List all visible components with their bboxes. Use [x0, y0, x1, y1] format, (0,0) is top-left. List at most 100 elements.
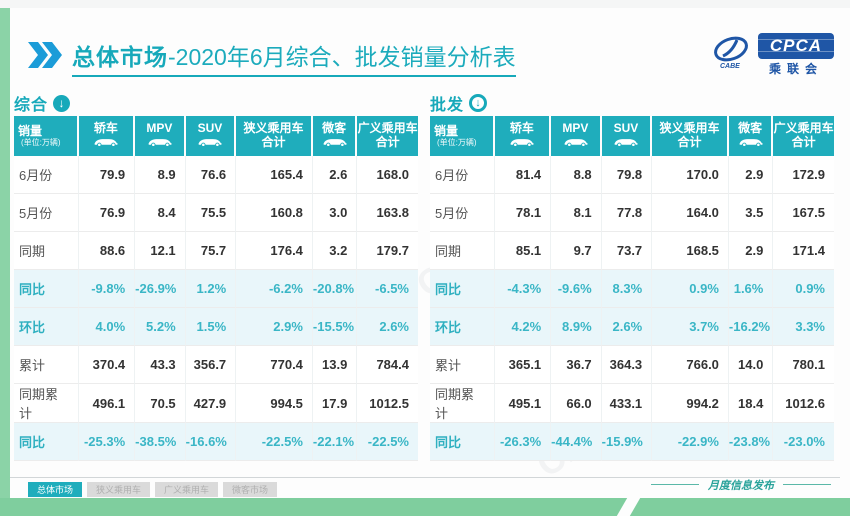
sales-table: 销量 (单位:万辆) 轿车 MPV SUV 狭义乘用车 合计 微客 广义乘用车 合计 6月份 79.9… — [14, 116, 418, 461]
note-rule-left — [651, 484, 699, 485]
column-header: SUV — [185, 116, 237, 156]
download-arrow-icon[interactable]: ↓ — [53, 94, 71, 112]
cell-value: 496.1 — [78, 384, 136, 423]
cell-value: -20.8% — [312, 270, 358, 308]
header: 总体市场-2020年6月综合、批发销量分析表 CABE CPCA 乘联会 — [28, 30, 834, 88]
cell-value: 780.1 — [773, 346, 834, 384]
cell-value: 85.1 — [494, 232, 552, 270]
table-row: 环比 4.2% 8.9% 2.6% 3.7% -16.2% 3.3% — [430, 308, 834, 346]
cell-value: 2.9 — [728, 156, 774, 194]
row-label: 同期累计 — [430, 384, 495, 423]
note-text: 月度信息发布 — [708, 479, 774, 492]
sedan-icon — [79, 137, 134, 150]
footer: 总体市场 狭义乘用车 广义乘用车 微客市场 月度信息发布 — [10, 477, 840, 497]
cell-value: 179.7 — [357, 232, 418, 270]
cell-value: 0.9% — [773, 270, 834, 308]
cell-value: -26.9% — [135, 270, 186, 308]
cell-value: 8.9% — [551, 308, 602, 346]
cell-value: 17.9 — [312, 384, 358, 423]
double-chevron-icon — [28, 42, 64, 73]
cell-value: -25.3% — [78, 423, 136, 461]
wholesale-section-label: 批发 — [430, 97, 465, 114]
wholesale-table: 销量 (单位:万辆) 轿车 MPV SUV 狭义乘用车 合计 微客 广义乘用车 合计 6月份 81.4… — [430, 116, 834, 461]
cell-value: 168.5 — [652, 232, 729, 270]
download-arrow-icon[interactable]: ↓ — [469, 94, 488, 112]
cell-value: -26.3% — [494, 423, 552, 461]
cell-value: 78.1 — [494, 194, 552, 232]
svg-text:CABE: CABE — [720, 63, 740, 70]
column-header: 广义乘用车 合计 — [773, 116, 834, 156]
cell-value: 364.3 — [601, 346, 653, 384]
cell-value: 3.5 — [728, 194, 774, 232]
cell-value: 76.9 — [78, 194, 136, 232]
column-header: 微客 — [728, 116, 774, 156]
cell-value: -23.8% — [728, 423, 774, 461]
cell-value: 73.7 — [601, 232, 653, 270]
cell-value: 167.5 — [773, 194, 834, 232]
cell-value: 168.0 — [357, 156, 418, 194]
cell-value: 165.4 — [236, 156, 313, 194]
title-rest: -2020年6月综合、批发销量分析表 — [168, 44, 516, 70]
table-row: 6月份 81.4 8.8 79.8 170.0 2.9 172.9 — [430, 156, 834, 194]
cpca-logo-subtext: 乘联会 — [768, 61, 823, 76]
table-row: 同期 85.1 9.7 73.7 168.5 2.9 171.4 — [430, 232, 834, 270]
nav-tab-总体市场[interactable]: 总体市场 — [28, 481, 83, 497]
cell-value: -22.1% — [312, 423, 358, 461]
cell-value: 2.6% — [601, 308, 653, 346]
cell-value: 370.4 — [78, 346, 136, 384]
cpca-logo: CABE CPCA 乘联会 — [708, 32, 834, 77]
table-row: 累计 365.1 36.7 364.3 766.0 14.0 780.1 — [430, 346, 834, 384]
nav-tab-狭义乘用车[interactable]: 狭义乘用车 — [87, 481, 151, 497]
table-row: 同比 -25.3% -38.5% -16.6% -22.5% -22.1% -22.5% — [14, 423, 418, 461]
row-label: 同期 — [430, 232, 495, 270]
cell-value: 79.9 — [78, 156, 136, 194]
cell-value: 171.4 — [773, 232, 834, 270]
column-header: 轿车 — [78, 116, 136, 156]
monthly-release-note: 月度信息发布 — [642, 477, 840, 493]
cell-value: -22.9% — [652, 423, 729, 461]
row-label: 同比 — [14, 270, 79, 308]
cell-value: -6.2% — [236, 270, 313, 308]
column-header: MPV — [135, 116, 186, 156]
cell-value: 76.6 — [185, 156, 237, 194]
bottom-bar-slash — [616, 498, 641, 516]
cell-value: 170.0 — [652, 156, 729, 194]
cell-value: 4.0% — [78, 308, 136, 346]
row-label: 同比 — [14, 423, 79, 461]
nav-tab-微客市场[interactable]: 微客市场 — [223, 481, 278, 497]
row-label: 5月份 — [14, 194, 79, 232]
sales-table: 销量 (单位:万辆) 轿车 MPV SUV 狭义乘用车 合计 微客 广义乘用车 合计 6月份 81.4… — [430, 116, 834, 461]
table-row: 累计 370.4 43.3 356.7 770.4 13.9 784.4 — [14, 346, 418, 384]
cell-value: 3.0 — [312, 194, 358, 232]
cell-value: 70.5 — [135, 384, 186, 423]
row-label: 6月份 — [14, 156, 79, 194]
cell-value: -4.3% — [494, 270, 552, 308]
column-header: 广义乘用车 合计 — [357, 116, 418, 156]
bottom-green-bar — [0, 498, 850, 516]
column-header: 销量 (单位:万辆) — [430, 116, 495, 156]
column-header: 轿车 — [494, 116, 552, 156]
wholesale-table-block: 批发 ↓ 销量 (单位:万辆) 轿车 MPV SUV 狭义乘用车 合计 微客 广义乘用车 合计 6月… — [430, 92, 834, 461]
title-highlight: 总体市场 — [72, 44, 168, 70]
cell-value: 8.1 — [551, 194, 602, 232]
column-header: 微客 — [312, 116, 358, 156]
row-label: 6月份 — [430, 156, 495, 194]
cell-value: 75.7 — [185, 232, 237, 270]
column-header: 狭义乘用车 合计 — [652, 116, 729, 156]
cell-value: 14.0 — [728, 346, 774, 384]
cell-value: 8.4 — [135, 194, 186, 232]
bottom-nav-tabs: 总体市场 狭义乘用车 广义乘用车 微客市场 — [28, 481, 282, 497]
cpca-emblem-icon: CABE — [708, 32, 754, 77]
row-label: 同比 — [430, 270, 495, 308]
page-title: 总体市场-2020年6月综合、批发销量分析表 — [28, 38, 516, 77]
cell-value: -16.6% — [185, 423, 237, 461]
nav-tab-广义乘用车[interactable]: 广义乘用车 — [155, 481, 219, 497]
mpv-icon — [551, 137, 600, 150]
cell-value: 88.6 — [78, 232, 136, 270]
cell-value: -44.4% — [551, 423, 602, 461]
cell-value: 176.4 — [236, 232, 313, 270]
cell-value: 3.2 — [312, 232, 358, 270]
cell-value: 77.8 — [601, 194, 653, 232]
column-header: SUV — [601, 116, 653, 156]
microvan-icon — [313, 137, 355, 150]
